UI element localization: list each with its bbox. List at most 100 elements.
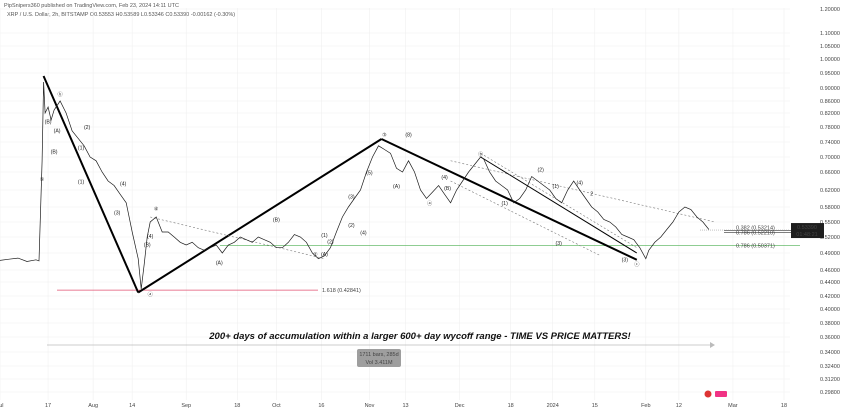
y-tick-label: 0.58000 [820,205,840,211]
y-tick-label: 0.90000 [820,86,840,92]
fib-label: 0.382 (0.53214) [736,226,775,232]
y-tick-label: 0.82000 [820,111,840,117]
current-price-tag[interactable] [791,223,824,239]
tradingview-logo-icon [704,390,712,398]
x-tick-label: Nov [365,403,375,409]
y-tick-label: 0.46000 [820,268,840,274]
wave-label: (A) [393,184,400,190]
x-tick-label: Sep [181,403,191,409]
wave-label: (B) [144,243,151,249]
x-tick-label: Mar [728,403,738,409]
trendlines [42,75,715,294]
x-tick-label: 18 [234,403,240,409]
fib-label: 1.618 (0.42841) [322,288,361,294]
wave-label: (2) [538,167,545,173]
range-arrow-head [710,342,715,348]
dashed-trend-line [450,160,715,223]
y-tick-label: 0.31200 [820,377,840,383]
x-tick-label: 16 [318,403,324,409]
y-tick-label: 0.62000 [820,188,840,194]
measure-tag-bars: 1711 bars, 285d [359,352,398,358]
x-tick-label: Dec [455,403,465,409]
wave-label: ⓐ [427,199,432,207]
price-axis[interactable]: 1.20000 1.10000 1.05000 1.00000 0.95000 0.900… [820,7,840,396]
flag-icon [715,391,727,397]
y-tick-label: 0.55000 [820,220,840,226]
trend-line [381,138,638,261]
wave-label: (4) [441,175,448,181]
wave-label: (1) [78,146,85,152]
wave-label: ⓐ [148,290,153,298]
wave-label: (4) [360,231,367,237]
x-tick-label: 13 [402,403,408,409]
y-tick-label: 0.42000 [820,294,840,300]
y-tick-label: 1.00000 [820,57,840,63]
grid [0,8,790,400]
y-tick-label: 0.29800 [820,390,840,396]
wave-label: (4) [577,181,584,187]
y-tick-label: 0.36000 [820,335,840,341]
wave-label: (2) [348,223,355,229]
fib-label: 0.786 (0.50371) [736,244,775,250]
wave-label: (8) [405,132,412,138]
wave-label: ⓑ [57,90,62,98]
fib-label: 0.786 (0.52210) [736,231,775,237]
wave-label: (4) [147,234,154,240]
wave-label: (B) [273,218,280,224]
symbol-info-line: XRP / U.S. Dollar, 2h, BITSTAMP O0.53553… [7,12,236,18]
price-line[interactable] [0,81,710,290]
wave-label: (3) [622,258,629,264]
dashed-trend-line [480,152,637,248]
wave-label: (1) [78,179,85,185]
wave-labels: ⑤ⓑ(B)(A)(B)(1)(2)(1) (4)(3)④(4)(B)ⓐ(A)(B)… [40,90,640,298]
x-tick-label: Oct [272,403,281,409]
y-tick-label: 0.70000 [820,155,840,161]
price-series[interactable] [0,81,710,290]
y-tick-label: 0.66000 [820,170,840,176]
y-tick-label: 1.05000 [820,44,840,50]
wave-label: (A) [216,260,223,266]
wave-label: (A) [321,252,328,258]
x-tick-label: 15 [592,403,598,409]
trend-line [42,75,140,293]
y-tick-label: 0.86000 [820,99,840,105]
y-tick-label: 0.40000 [820,307,840,313]
x-tick-label: 14 [129,403,135,409]
wave-label: ③ [382,132,387,138]
published-header: PipSnipers360 published on TradingView.c… [4,3,179,9]
x-tick-label: 2024 [547,403,559,409]
dashed-trend-line [450,180,601,257]
wave-label: (B) [51,149,58,155]
wave-label: (2) [84,125,91,131]
x-tick-label: 17 [45,403,51,409]
time-axis[interactable]: Jul 17 Aug 14 Sep 18 Oct 16 Nov 13 Dec 18 2024 15 Feb 1… [0,403,787,409]
wave-label: ① [313,252,318,258]
wave-label: (1) [321,233,328,239]
wave-label: (B) [444,186,451,192]
x-tick-label: Aug [88,403,98,409]
wave-label: ④ [154,207,159,213]
wave-label: (1) [501,201,508,207]
y-tick-label: 1.10000 [820,31,840,37]
trend-line [137,138,383,294]
x-tick-label: 12 [676,403,682,409]
wave-label: (3) [348,195,355,201]
current-price-value: 0.53390 [797,225,817,231]
y-tick-label: 0.49000 [820,251,840,257]
y-tick-label: 0.78000 [820,125,840,131]
y-tick-label: 0.74000 [820,140,840,146]
x-tick-label: 18 [508,403,514,409]
y-tick-label: 0.38000 [820,321,840,327]
wave-label: (4) [120,182,127,188]
wave-label: (3) [556,241,563,247]
headline-annotation: 200+ days of accumulation within a large… [208,331,630,342]
wave-label: (2) [327,239,334,245]
wave-label: 2 [590,192,593,198]
wave-label: ⑤ [40,177,45,183]
y-tick-label: 0.44000 [820,280,840,286]
wave-label: ⓑ [478,150,483,158]
measure-tag-volume: Vol 3.411M [365,360,393,366]
wave-label: (B) [45,120,52,126]
current-price-countdown: 01:48:21 [796,232,817,238]
